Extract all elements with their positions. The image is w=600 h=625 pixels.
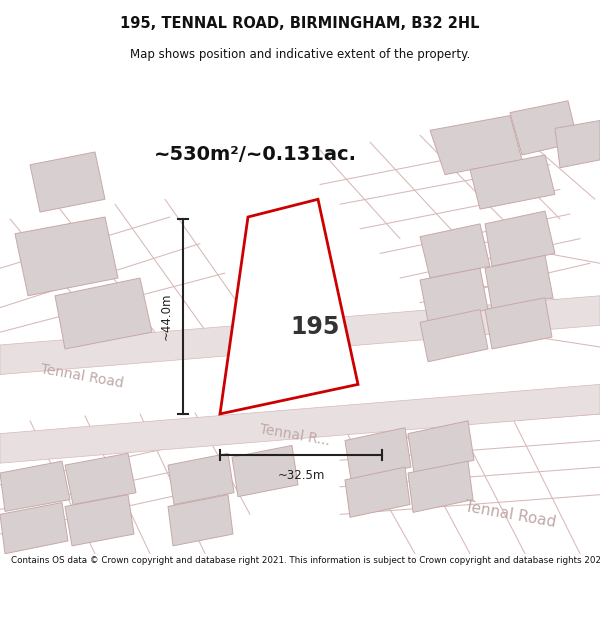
Polygon shape (485, 256, 553, 309)
Polygon shape (0, 384, 600, 463)
Polygon shape (408, 461, 473, 512)
Polygon shape (345, 467, 410, 518)
Text: Tennal R...: Tennal R... (259, 422, 331, 449)
Polygon shape (420, 309, 488, 362)
Polygon shape (15, 217, 118, 296)
Polygon shape (168, 453, 234, 504)
Polygon shape (408, 421, 474, 473)
Polygon shape (65, 453, 136, 504)
Polygon shape (168, 494, 233, 546)
Text: 195: 195 (290, 315, 340, 339)
Text: 195, TENNAL ROAD, BIRMINGHAM, B32 2HL: 195, TENNAL ROAD, BIRMINGHAM, B32 2HL (120, 16, 480, 31)
Text: ~530m²/~0.131ac.: ~530m²/~0.131ac. (154, 146, 356, 164)
Polygon shape (470, 155, 555, 209)
Text: ~44.0m: ~44.0m (160, 292, 173, 340)
Polygon shape (430, 116, 522, 174)
Polygon shape (65, 494, 134, 546)
Polygon shape (232, 446, 298, 497)
Text: Tennal Road: Tennal Road (40, 362, 125, 391)
Text: Tennal Road: Tennal Road (463, 499, 557, 530)
Text: ~32.5m: ~32.5m (277, 469, 325, 482)
Polygon shape (30, 152, 105, 212)
Text: Contains OS data © Crown copyright and database right 2021. This information is : Contains OS data © Crown copyright and d… (11, 556, 600, 565)
Text: Map shows position and indicative extent of the property.: Map shows position and indicative extent… (130, 49, 470, 61)
Polygon shape (555, 121, 600, 168)
Polygon shape (485, 211, 555, 266)
Polygon shape (0, 503, 68, 554)
Polygon shape (420, 224, 490, 278)
Polygon shape (510, 101, 578, 155)
Polygon shape (0, 461, 70, 511)
Polygon shape (345, 428, 411, 480)
Polygon shape (420, 268, 488, 321)
Polygon shape (0, 296, 600, 374)
Polygon shape (220, 199, 358, 414)
Polygon shape (485, 298, 552, 349)
Polygon shape (55, 278, 152, 349)
